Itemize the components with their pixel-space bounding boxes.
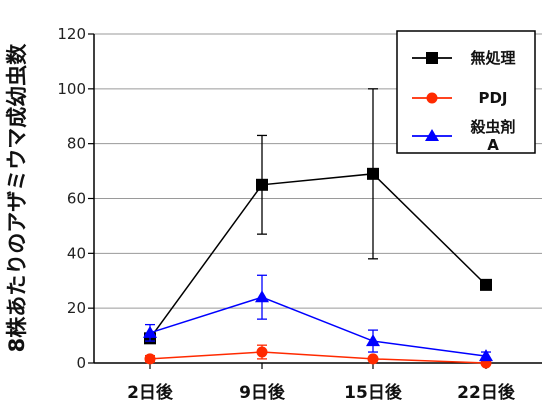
legend-label-2-0: 殺虫剤 [469,118,515,136]
y-axis-label: 8株あたりのアザミウマ成幼虫数 [5,43,29,353]
series-line-0 [149,173,487,339]
y-tick-label-120: 120 [57,25,86,43]
point-0-1 [256,178,268,191]
point-2-1 [255,290,269,303]
legend-marker-2 [425,129,439,141]
x-tick-label-1: 9日後 [239,382,286,403]
grid-lines [94,33,542,309]
point-2-0 [143,325,157,338]
x-tick-label-0: 2日後 [127,382,174,403]
legend-label-1-0: PDJ [478,89,507,107]
point-2-2 [366,334,380,347]
series-group [143,88,493,369]
legend-label-2-1: A [487,136,499,154]
y-tick-label-0: 0 [76,354,86,372]
x-tick-label-2: 15日後 [344,382,403,403]
legend-marker-0 [426,52,438,64]
y-tick-labels: 0 20 40 60 80 100 120 [57,25,86,372]
x-tick-label-3: 22日後 [457,382,516,403]
y-tick-label-100: 100 [57,80,86,98]
point-0-3 [480,278,492,291]
series-line-1 [149,351,487,364]
y-tick-label-80: 80 [67,135,86,153]
legend-label-0-0: 無処理 [470,49,515,67]
point-0-2 [367,167,379,180]
legend-box [396,30,536,154]
series-line-2 [149,296,487,357]
point-1-2 [367,353,379,365]
point-2-3 [479,349,493,362]
y-tick-label-40: 40 [67,244,86,262]
point-1-1 [256,346,268,358]
legend-marker-1 [426,92,438,104]
x-tick-labels: 2日後 9日後 15日後 22日後 [127,382,516,403]
y-tick-label-60: 60 [67,190,86,208]
y-tick-label-20: 20 [67,299,86,317]
point-1-0 [144,353,156,365]
